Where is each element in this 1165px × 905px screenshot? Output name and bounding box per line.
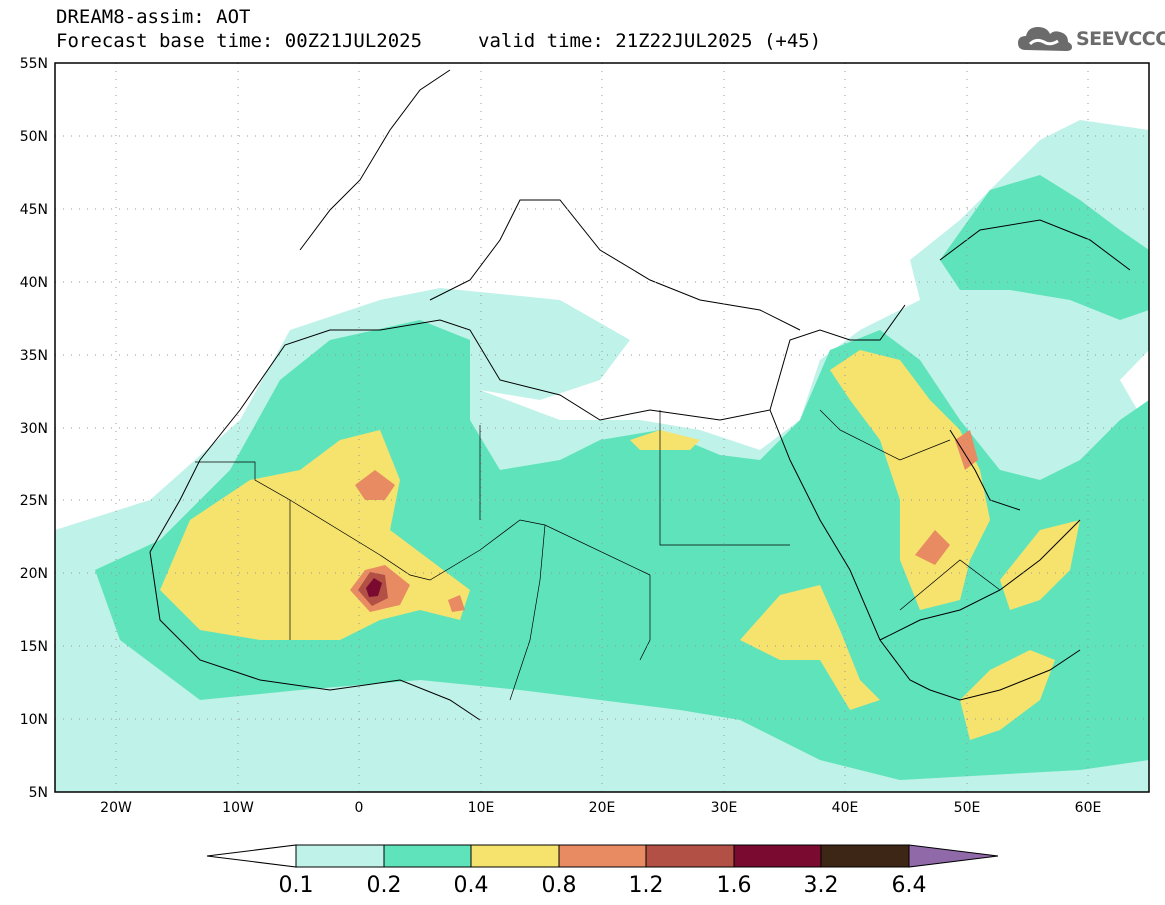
colorbar-label: 0.2 bbox=[367, 873, 402, 898]
lon-tick: 30E bbox=[711, 800, 738, 816]
aot-level-0-8-algeria bbox=[355, 470, 395, 500]
lat-tick: 5N bbox=[29, 785, 48, 801]
lat-tick: 20N bbox=[20, 566, 48, 582]
lat-tick: 35N bbox=[20, 348, 48, 364]
lat-tick: 50N bbox=[20, 129, 48, 145]
aot-level-0-4-sahel bbox=[740, 585, 880, 710]
lon-tick: 20W bbox=[100, 800, 132, 816]
colorbar-bin bbox=[470, 844, 560, 868]
lon-tick: 60E bbox=[1075, 800, 1102, 816]
colorbar-label: 0.4 bbox=[454, 873, 489, 898]
aot-level-0-4-horn bbox=[960, 650, 1055, 740]
aot-level-0-8-arabia bbox=[915, 530, 950, 565]
colorbar-bin bbox=[558, 844, 647, 868]
map-frame bbox=[54, 62, 1150, 793]
lat-tick: 45N bbox=[20, 202, 48, 218]
lon-tick: 20E bbox=[589, 800, 616, 816]
lon-tick: 50E bbox=[954, 800, 981, 816]
lon-tick: 10W bbox=[222, 800, 254, 816]
valid-time: valid time: 21Z22JUL2025 (+45) bbox=[478, 30, 822, 52]
aot-level-0-4-arabia bbox=[1000, 520, 1080, 610]
colorbar-bin bbox=[733, 844, 822, 868]
colorbar-bin bbox=[645, 844, 735, 868]
forecast-base-time: Forecast base time: 00Z21JUL2025 bbox=[56, 30, 423, 52]
lat-tick: 10N bbox=[20, 712, 48, 728]
lat-tick: 55N bbox=[20, 56, 48, 72]
lat-tick: 25N bbox=[20, 493, 48, 509]
cloud-icon bbox=[1018, 27, 1072, 51]
colorbar-bin bbox=[295, 844, 385, 868]
aot-level-0-4-libya bbox=[630, 430, 700, 450]
aot-level-0-2-north bbox=[940, 175, 1149, 320]
map-title: DREAM8-assim: AOT bbox=[56, 6, 251, 28]
colorbar-over-arrow bbox=[908, 844, 999, 868]
lon-axis: 20W 10W 0 10E 20E 30E 40E 50E 60E bbox=[100, 800, 1101, 816]
aot-level-0-8-kuwait bbox=[955, 430, 978, 470]
lat-tick: 30N bbox=[20, 421, 48, 437]
aot-level-0-8-chad bbox=[448, 595, 465, 612]
lat-axis: 55N 50N 45N 40N 35N 30N 25N 20N 15N 10N … bbox=[20, 56, 48, 801]
colorbar-label: 3.2 bbox=[804, 873, 839, 898]
colorbar: 0.1 0.2 0.4 0.8 1.2 1.6 3.2 6.4 bbox=[206, 844, 999, 898]
lat-tick: 40N bbox=[20, 275, 48, 291]
colorbar-label: 6.4 bbox=[892, 873, 927, 898]
colorbar-under-arrow bbox=[206, 844, 297, 868]
colorbar-label: 0.8 bbox=[542, 873, 577, 898]
seevccc-logo: SEEVCCC bbox=[1016, 22, 1165, 56]
logo-text: SEEVCCC bbox=[1076, 28, 1165, 50]
colorbar-label: 0.1 bbox=[279, 873, 314, 898]
colorbar-bin bbox=[820, 844, 910, 868]
lon-tick: 10E bbox=[468, 800, 495, 816]
aot-level-1-6 bbox=[366, 578, 382, 597]
country-borders bbox=[195, 409, 1001, 701]
colorbar-bin bbox=[383, 844, 472, 868]
lat-tick: 15N bbox=[20, 639, 48, 655]
lon-tick: 0 bbox=[355, 800, 364, 816]
lon-tick: 40E bbox=[832, 800, 859, 816]
colorbar-label: 1.6 bbox=[717, 873, 752, 898]
colorbar-label: 1.2 bbox=[629, 873, 664, 898]
